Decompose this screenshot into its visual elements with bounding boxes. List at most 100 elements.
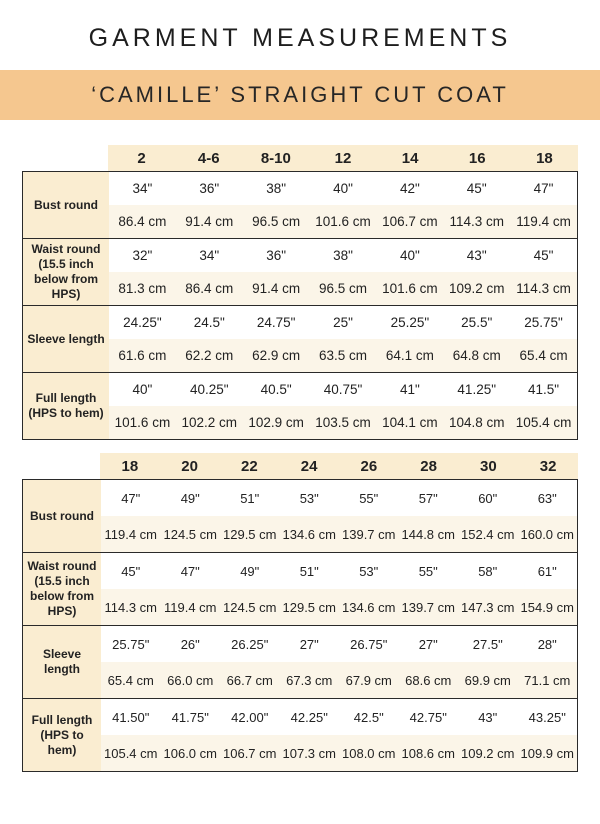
cm-value-cell: 62.2 cm <box>185 348 234 363</box>
size-column-header: 14 <box>401 149 419 167</box>
cm-value-cell: 119.4 cm <box>104 526 157 542</box>
measurement-label: Sleeve length <box>23 626 101 698</box>
cm-value-cell: 71.1 cm <box>524 672 571 688</box>
cm-value-cell: 139.7 cm <box>342 526 396 542</box>
size-column-header: 28 <box>420 457 437 475</box>
cm-value-cell: 114.3 cm <box>449 214 504 229</box>
inch-value-row: 41.50" 41.75" 42.00" 42.25" 42.5" 42.75" 43" 43… <box>101 699 577 735</box>
cm-value-cell: 102.2 cm <box>181 415 238 430</box>
inch-value-cell: 41.5" <box>528 382 560 397</box>
size-column-header: 30 <box>480 457 497 475</box>
inch-value-cell: 25.75" <box>112 636 150 652</box>
inch-value-cell: 26.75" <box>350 636 388 652</box>
inch-value-cell: 41.25" <box>457 382 496 397</box>
measurement-label: Sleeve length <box>23 306 109 372</box>
measurement-label: Bust round <box>23 480 101 552</box>
cm-value-row: 105.4 cm 106.0 cm 106.7 cm 107.3 cm 108.0 cm… <box>101 735 577 771</box>
inch-value-cell: 38" <box>266 181 287 196</box>
cm-value-cell: 67.9 cm <box>345 672 392 688</box>
cm-value-row: 114.3 cm 119.4 cm 124.5 cm 129.5 cm 134.6 cm… <box>101 589 577 625</box>
measurement-row-group: Waist round (15.5 inch below from HPS) 32… <box>23 238 577 305</box>
cm-value-cell: 104.1 cm <box>382 415 438 430</box>
inch-value-cell: 57" <box>418 490 438 506</box>
cm-value-cell: 61.6 cm <box>118 348 167 363</box>
inch-value-cell: 27.5" <box>472 636 503 652</box>
inch-value-cell: 45" <box>466 181 487 196</box>
size-column-header: 32 <box>539 457 557 475</box>
inch-value-cell: 34" <box>132 181 153 196</box>
cm-value-cell: 129.5 cm <box>223 526 277 542</box>
inch-value-cell: 24.25" <box>123 315 162 330</box>
measurement-label: Waist round (15.5 inch below from HPS) <box>23 239 109 305</box>
cm-value-cell: 108.6 cm <box>401 745 455 761</box>
size-column-header: 20 <box>181 457 198 475</box>
inch-value-cell: 41.75" <box>171 709 209 725</box>
cm-value-cell: 124.5 cm <box>223 599 277 615</box>
value-rows: 40" 40.25" 40.5" 40.75" 41" 41.25" 41.5" 101.6 … <box>109 373 577 439</box>
size-column-header: 26 <box>360 457 378 475</box>
value-rows: 47" 49" 51" 53" 55" 57" 60" 63" 119.4 cm 124.5 cm… <box>101 480 577 552</box>
inch-value-cell: 47" <box>533 181 554 196</box>
inch-value-cell: 55" <box>418 563 438 579</box>
cm-value-cell: 106.7 cm <box>382 214 438 229</box>
size-header-row: 2 4-6 8-10 12 14 16 18 <box>108 145 578 171</box>
cm-value-cell: 101.6 cm <box>382 281 438 296</box>
size-header-row: 18 20 22 24 26 28 30 32 <box>100 453 578 479</box>
inch-value-cell: 47" <box>180 563 200 579</box>
inch-value-cell: 42.75" <box>409 709 447 725</box>
inch-value-cell: 26" <box>180 636 200 652</box>
product-banner: ‘CAMILLE’ STRAIGHT CUT COAT <box>0 70 600 120</box>
cm-value-cell: 69.9 cm <box>464 672 511 688</box>
inch-value-cell: 25.75" <box>524 315 563 330</box>
inch-value-row: 25.75" 26" 26.25" 27" 26.75" 27" 27.5" 28" <box>101 626 577 662</box>
inch-value-cell: 42.5" <box>353 709 384 725</box>
cm-value-cell: 109.2 cm <box>461 745 515 761</box>
cm-value-row: 61.6 cm 62.2 cm 62.9 cm 63.5 cm 64.1 cm 64.8 … <box>109 339 577 372</box>
cm-value-cell: 139.7 cm <box>401 599 455 615</box>
cm-value-cell: 129.5 cm <box>282 599 336 615</box>
value-rows: 45" 47" 49" 51" 53" 55" 58" 61" 114.3 cm 119.4 cm… <box>101 553 577 625</box>
inch-value-cell: 36" <box>199 181 220 196</box>
inch-value-cell: 40.5" <box>260 382 292 397</box>
inch-value-cell: 32" <box>132 248 153 263</box>
cm-value-cell: 144.8 cm <box>401 526 455 542</box>
cm-value-cell: 66.7 cm <box>226 672 273 688</box>
cm-value-cell: 105.4 cm <box>515 415 572 430</box>
cm-value-cell: 101.6 cm <box>315 214 371 229</box>
inch-value-cell: 43.25" <box>528 709 566 725</box>
inch-value-cell: 43" <box>466 248 487 263</box>
cm-value-cell: 103.5 cm <box>315 415 371 430</box>
inch-value-cell: 58" <box>478 563 498 579</box>
cm-value-cell: 134.6 cm <box>282 526 336 542</box>
cm-value-cell: 68.6 cm <box>405 672 452 688</box>
inch-value-cell: 53" <box>359 563 379 579</box>
value-rows: 34" 36" 38" 40" 42" 45" 47" 86.4 cm 91.4 cm 96.5 … <box>109 172 577 238</box>
size-column-header: 8-10 <box>260 149 291 167</box>
cm-value-row: 86.4 cm 91.4 cm 96.5 cm 101.6 cm 106.7 cm 114… <box>109 205 577 238</box>
inch-value-row: 40" 40.25" 40.5" 40.75" 41" 41.25" 41.5" <box>109 373 577 406</box>
inch-value-cell: 25.5" <box>461 315 493 330</box>
size-column-header: 22 <box>241 457 258 475</box>
inch-value-cell: 40.75" <box>323 382 363 397</box>
inch-value-cell: 27" <box>299 636 319 652</box>
cm-value-cell: 124.5 cm <box>163 526 217 542</box>
inch-value-cell: 38" <box>333 248 353 263</box>
cm-value-cell: 65.4 cm <box>519 348 568 363</box>
measurement-row-group: Sleeve length 25.75" 26" 26.25" 27" 26.75" 27"… <box>23 625 577 698</box>
inch-value-cell: 45" <box>533 248 554 263</box>
inch-value-cell: 25.25" <box>390 315 430 330</box>
inch-value-cell: 45" <box>121 563 141 579</box>
measurement-table: Bust round 34" 36" 38" 40" 42" 45" 47" 86.4 cm 91… <box>22 171 578 440</box>
cm-value-cell: 86.4 cm <box>118 214 167 229</box>
product-banner-label: ‘CAMILLE’ STRAIGHT CUT COAT <box>91 82 509 107</box>
inch-value-row: 32" 34" 36" 38" 40" 43" 45" <box>109 239 577 272</box>
cm-value-cell: 119.4 cm <box>516 214 571 229</box>
measurement-row-group: Bust round 47" 49" 51" 53" 55" 57" 60" 63" 119.4 … <box>23 480 577 552</box>
inch-value-cell: 51" <box>240 490 260 506</box>
cm-value-row: 101.6 cm 102.2 cm 102.9 cm 103.5 cm 104.1 cm… <box>109 406 577 439</box>
cm-value-row: 65.4 cm 66.0 cm 66.7 cm 67.3 cm 67.9 cm 68.6 … <box>101 662 577 698</box>
cm-value-cell: 107.3 cm <box>282 745 336 761</box>
measurement-label: Waist round (15.5 inch below from HPS) <box>23 553 101 625</box>
cm-value-cell: 114.3 cm <box>104 599 157 615</box>
inch-value-cell: 40" <box>333 181 353 196</box>
